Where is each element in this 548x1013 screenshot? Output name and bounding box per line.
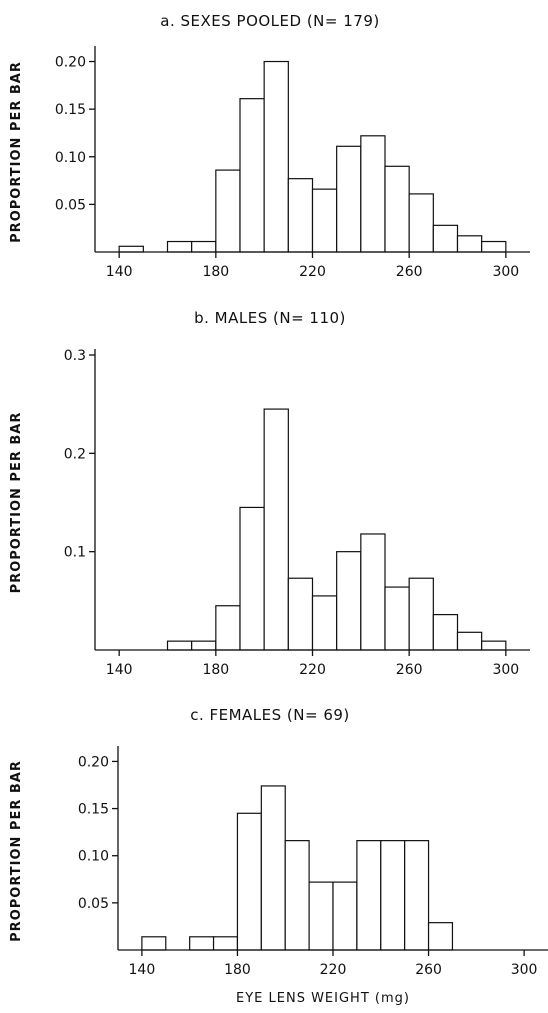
panel-c-x-tick-label: 140	[129, 962, 156, 978]
panel-b-bar	[432, 613, 459, 651]
panel-c-bar	[284, 840, 310, 951]
panel-a-bar	[118, 245, 144, 253]
panel-c-y-tick-label: 0.15	[78, 802, 109, 818]
panel-a-x-tick-label: 300	[492, 264, 519, 280]
panel-b-bar	[384, 586, 410, 651]
panel-b-bar	[408, 577, 434, 651]
panel-c-x-tick-label: 180	[224, 962, 251, 978]
panel-b-bar	[456, 631, 483, 651]
panel-a-bar	[239, 98, 265, 253]
panel-b-bar	[215, 605, 241, 651]
panel-a-bar	[311, 188, 338, 253]
panel-b-bar	[336, 551, 362, 651]
panel-b-x-tick-label: 180	[202, 662, 229, 678]
panel-a-bar	[336, 145, 362, 253]
panel-b-ylabel: PROPORTION PER BAR	[9, 412, 24, 594]
panel-a-y-tick-label: 0.20	[55, 55, 86, 71]
panel-a-ylabel: PROPORTION PER BAR	[9, 61, 24, 243]
panel-a-y-tick-label: 0.05	[55, 197, 86, 213]
panel-b-bar	[481, 640, 507, 651]
panel-c-y-tick-label: 0.20	[78, 754, 109, 770]
panel-c-bar	[356, 840, 382, 951]
panel-b-bar	[263, 408, 289, 651]
panel-c-bar	[141, 936, 167, 951]
panel-a-x-tick-label: 260	[396, 264, 423, 280]
panel-a-y-tick-label: 0.10	[55, 150, 86, 166]
panel-b-x-tick-label: 300	[492, 662, 519, 678]
panel-c-xlabel: EYE LENS WEIGHT (mg)	[236, 991, 410, 1006]
panel-b-bar	[287, 577, 314, 651]
panel-b-bar	[360, 533, 386, 651]
panel-c-x-tick-label: 260	[415, 962, 442, 978]
panel-c-bar	[332, 881, 358, 951]
panel-a-x-tick-label: 140	[106, 264, 133, 280]
panel-c-title: c. FEMALES (N= 69)	[190, 706, 350, 724]
panel-a-title: a. SEXES POOLED (N= 179)	[160, 12, 379, 30]
panel-c-bar	[427, 922, 454, 951]
panel-c-bar	[260, 785, 286, 951]
panel-c-y-tick-label: 0.05	[78, 896, 109, 912]
panel-b-bar	[311, 595, 338, 651]
panel-a-bar	[360, 135, 386, 253]
panel-a-bar	[456, 235, 483, 253]
panel-a-bar	[432, 224, 459, 253]
panel-a-bar	[191, 240, 217, 253]
panel-c-bar	[212, 936, 239, 951]
panel-a-x-tick-label: 180	[202, 264, 229, 280]
panel-a-bar	[215, 169, 241, 253]
panel-c-x-tick-label: 300	[511, 962, 538, 978]
panel-a-bar	[166, 240, 193, 253]
panel-a-bar	[481, 240, 507, 253]
panel-a-bar	[287, 178, 314, 253]
panel-b-bar	[191, 640, 217, 651]
panel-b-x-tick-label: 140	[106, 662, 133, 678]
panel-b-y-tick-label: 0.2	[64, 446, 86, 462]
panel-c-bar	[308, 881, 334, 951]
panel-c-ylabel: PROPORTION PER BAR	[9, 760, 24, 942]
panel-c-x-tick-label: 220	[320, 962, 347, 978]
panel-b-bar	[239, 506, 265, 651]
panel-b-x-tick-label: 220	[299, 662, 326, 678]
panel-c-y-tick-label: 0.10	[78, 849, 109, 865]
panel-b-x-tick-label: 260	[396, 662, 423, 678]
panel-a-y-tick-label: 0.15	[55, 102, 86, 118]
panel-b-y-tick-label: 0.3	[64, 348, 86, 364]
panel-c-bar	[404, 840, 430, 951]
panel-b-bar	[166, 640, 193, 651]
panel-c-bar	[236, 812, 262, 951]
panel-a-x-tick-label: 220	[299, 264, 326, 280]
panel-c-bar	[380, 840, 406, 951]
panel-c-bar	[189, 936, 215, 951]
panel-b-title: b. MALES (N= 110)	[194, 309, 346, 327]
panel-a-bar	[384, 165, 410, 253]
panel-a-bar	[263, 60, 289, 253]
panel-a-bar	[408, 193, 434, 253]
panel-b-y-tick-label: 0.1	[64, 545, 86, 561]
